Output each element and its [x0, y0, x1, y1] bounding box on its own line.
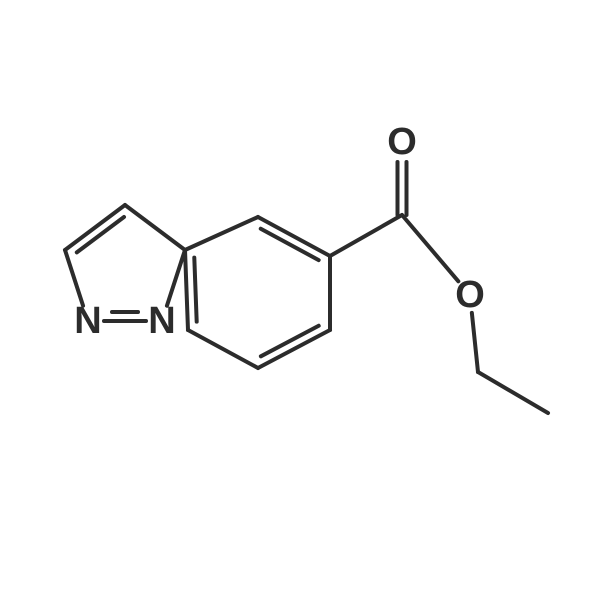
molecule-diagram: N N O O — [0, 0, 600, 600]
atom-label: N — [148, 300, 175, 342]
atom-label: O — [387, 121, 417, 163]
atom-label: O — [455, 274, 485, 316]
molecule-svg: N N O O — [0, 0, 600, 600]
atom-label: N — [74, 300, 101, 342]
